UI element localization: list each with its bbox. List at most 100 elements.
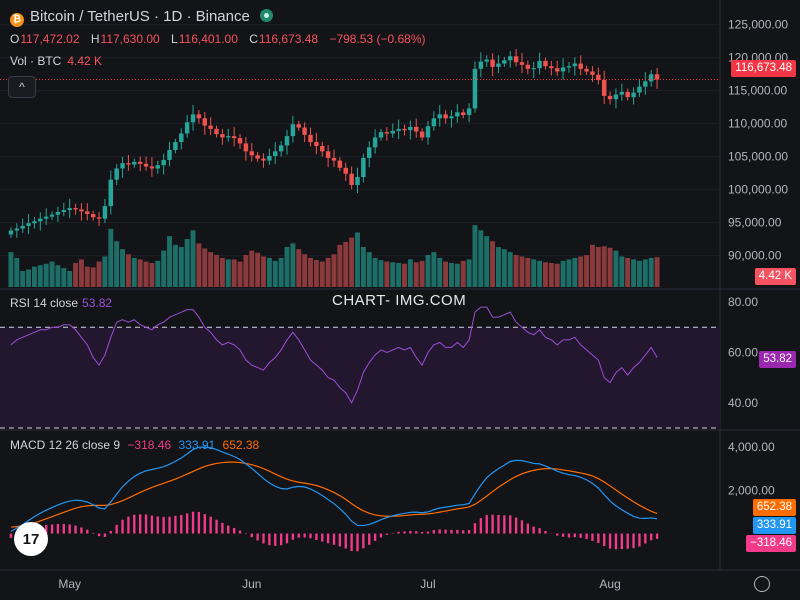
volume-bar	[425, 255, 431, 287]
candle-body	[26, 223, 31, 226]
volume-bar	[454, 263, 460, 287]
volume-legend[interactable]: Vol · BTC 4.42 K	[10, 54, 102, 68]
candle-body	[190, 114, 196, 123]
candle-body	[143, 163, 149, 167]
volume-bar	[566, 259, 572, 287]
volume-bar	[308, 257, 313, 287]
volume-bar	[560, 260, 566, 287]
candle-body	[613, 94, 619, 100]
candle-body	[549, 66, 554, 69]
ohlc-close: 116,673.48	[258, 32, 319, 46]
volume-bar	[490, 241, 496, 287]
volume-bar	[642, 259, 648, 287]
macd-pane	[9, 446, 659, 552]
rsi-series	[10, 306, 658, 404]
volume-bar	[237, 261, 243, 287]
volume-bar	[249, 250, 255, 287]
candle-body	[396, 128, 401, 131]
candle-body	[249, 151, 254, 156]
ohlc-open: 117,472.02	[20, 32, 80, 46]
rsi-legend[interactable]: RSI 14 close 53.82	[10, 296, 112, 310]
volume-bar	[131, 257, 137, 287]
volume-bar	[478, 230, 484, 287]
volume-bar	[319, 261, 325, 287]
candle-body	[537, 60, 542, 69]
candle-body	[572, 63, 578, 67]
collapse-legend-button[interactable]: ^	[8, 76, 36, 98]
candle-body	[331, 157, 337, 161]
volume-bar	[331, 254, 337, 287]
volume-bar	[149, 263, 155, 287]
candle-body	[590, 71, 595, 75]
volume-bar	[531, 259, 537, 287]
volume-bar	[443, 261, 449, 287]
volume-bar	[513, 255, 519, 287]
volume-bar	[161, 250, 167, 287]
volume-bar	[190, 230, 196, 287]
volume-bar	[548, 263, 554, 287]
ohlc-high: 117,630.00	[100, 32, 160, 46]
volume-bar	[507, 252, 513, 287]
candle-body	[296, 124, 301, 128]
rsi-line	[10, 306, 658, 404]
candle-body	[496, 63, 501, 67]
volume-bar	[625, 257, 631, 287]
candle-body	[173, 142, 178, 150]
candle-body	[96, 217, 102, 219]
volume-bar	[261, 256, 266, 287]
volume-bar	[589, 244, 595, 287]
volume-bar	[519, 256, 525, 287]
volume-bar	[654, 257, 660, 287]
volume-bar	[31, 266, 37, 287]
x-tick-label: Jul	[420, 577, 435, 591]
volume-bar	[419, 260, 425, 287]
volume-bar	[202, 248, 208, 287]
candle-body	[390, 130, 395, 134]
candle-body	[196, 114, 202, 119]
candle-body	[419, 131, 425, 138]
candle-body	[402, 128, 407, 131]
candle-body	[519, 62, 525, 65]
candle-body	[202, 118, 208, 126]
candle-body	[525, 64, 531, 69]
candle-body	[455, 112, 460, 117]
candle-body	[137, 161, 143, 164]
volume-value: 4.42 K	[67, 54, 103, 68]
macd-legend[interactable]: MACD 12 26 close 9 −318.46 333.91 652.38	[10, 438, 259, 452]
candle-body	[161, 159, 166, 166]
macd-tag: 333.91	[752, 517, 796, 534]
volume-bar	[349, 237, 355, 287]
candle-body	[449, 116, 454, 119]
gear-icon[interactable]	[754, 576, 770, 592]
candle-body	[261, 158, 266, 161]
volume-bar	[73, 263, 79, 287]
volume-bar	[8, 252, 14, 287]
volume-bar	[325, 257, 331, 287]
candle-body	[8, 230, 14, 235]
volume-bar	[366, 252, 372, 287]
candle-body	[584, 68, 589, 72]
candle-body	[425, 126, 431, 138]
tradingview-logo-icon[interactable]: 17	[14, 522, 48, 556]
candle-body	[372, 137, 378, 148]
chart-title[interactable]: ₿ Bitcoin / TetherUS · 1D · Binance	[10, 8, 273, 27]
volume-bar	[120, 249, 126, 287]
rsi-tag: 53.82	[759, 351, 796, 368]
rsi-name: RSI 14 close	[10, 296, 79, 310]
candle-body	[32, 221, 37, 224]
volume-bar	[472, 225, 478, 287]
volume-bar	[214, 255, 219, 287]
candle-body	[384, 132, 390, 134]
candle-body	[619, 91, 625, 95]
hist-tag: −318.46	[746, 535, 796, 552]
candle-body	[408, 126, 413, 131]
candle-body	[361, 157, 366, 178]
price-tick-label: 90,000.00	[728, 249, 782, 263]
volume-bar	[402, 263, 407, 287]
candle-body	[49, 214, 55, 217]
candle-body	[566, 66, 572, 68]
volume-bar	[231, 259, 237, 287]
candle-body	[220, 134, 225, 138]
